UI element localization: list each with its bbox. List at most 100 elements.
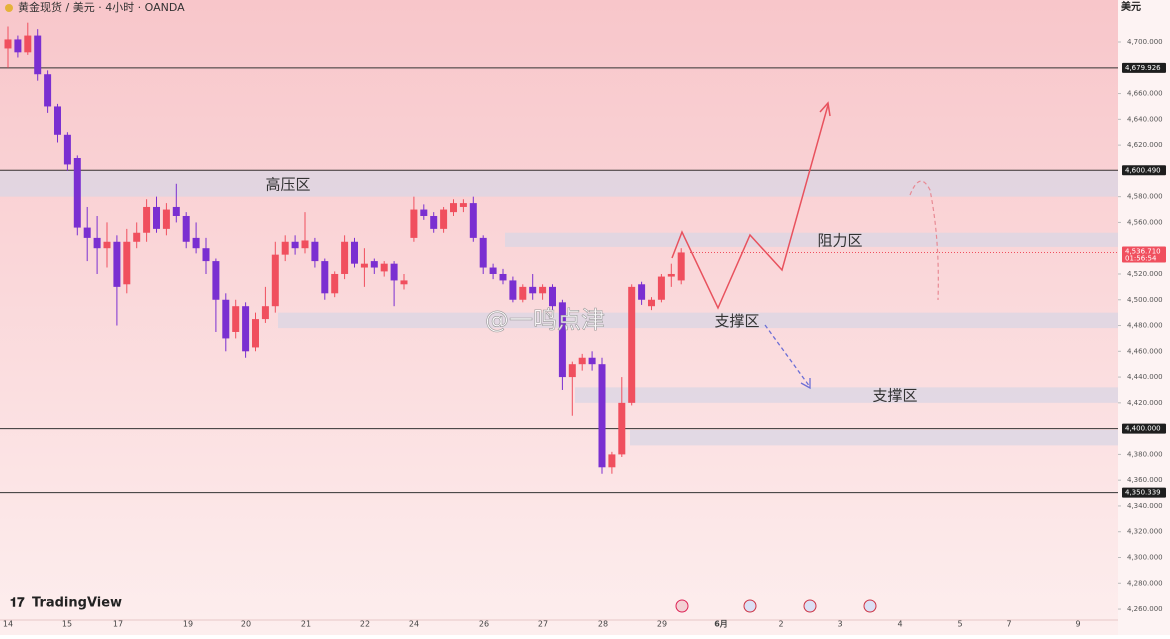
x-tick-label: 27	[538, 620, 548, 629]
candle-body	[24, 35, 32, 53]
candle-body	[459, 203, 467, 207]
candle-body	[261, 306, 269, 320]
x-tick-label: 15	[62, 620, 72, 629]
candle-body	[360, 263, 368, 268]
level-label: 4,679.926	[1125, 64, 1161, 72]
last-price-tag	[1122, 246, 1166, 263]
x-tick-label: 24	[409, 620, 419, 629]
candle-body	[549, 286, 556, 307]
candle-body	[63, 134, 71, 165]
event-icon	[863, 599, 877, 613]
candle-body	[321, 261, 329, 294]
level-tag	[1122, 62, 1166, 73]
candle-body	[281, 241, 289, 255]
candle-body	[529, 286, 537, 294]
y-tick-label: 4,700.000	[1127, 38, 1163, 46]
candle-body	[648, 299, 655, 307]
candle-body	[4, 39, 12, 49]
level-label: 4,600.490	[1125, 166, 1161, 174]
zone	[0, 170, 1118, 197]
candle-body	[271, 254, 279, 307]
candle-body	[400, 280, 408, 285]
candle-body	[162, 209, 170, 229]
candle-body	[242, 306, 250, 352]
zone	[630, 429, 1118, 446]
x-tick-label: 28	[598, 620, 608, 629]
y-tick-label: 4,260.000	[1127, 605, 1163, 613]
candle-body	[677, 252, 685, 281]
candle-body	[291, 241, 299, 249]
candle-body	[479, 237, 487, 268]
candle-body	[14, 39, 22, 53]
x-tick-label: 14	[3, 620, 13, 629]
candle-body	[113, 241, 121, 287]
y-tick-label: 4,340.000	[1127, 502, 1163, 510]
y-tick-label: 4,480.000	[1127, 322, 1163, 330]
y-tick-label: 4,460.000	[1127, 347, 1163, 355]
projection-arrowhead	[819, 101, 831, 117]
level-label: 4,350.339	[1125, 489, 1161, 497]
x-tick-label: 3	[837, 620, 842, 629]
candle-body	[568, 364, 576, 378]
y-tick-label: 4,420.000	[1127, 399, 1163, 407]
countdown: 01:56:54	[1125, 254, 1157, 262]
x-tick-label: 6月	[714, 620, 728, 629]
candle-body	[370, 261, 378, 268]
candle-body	[252, 319, 259, 348]
candle-body	[440, 209, 448, 229]
currency: 美元	[1121, 0, 1141, 13]
candle-body	[202, 248, 210, 262]
y-tick-label: 4,560.000	[1127, 218, 1163, 226]
candle-body	[380, 263, 388, 272]
event-icon	[743, 599, 757, 613]
level-tag	[1122, 165, 1166, 176]
candle-body	[638, 284, 646, 300]
zone	[505, 232, 1118, 247]
candle-body	[667, 273, 675, 277]
chart-title: 黄金现货 / 美元 · 4小时 · OANDA	[18, 0, 185, 14]
candle-body	[212, 261, 220, 300]
candle-body	[598, 364, 606, 468]
symbol-icon	[5, 4, 13, 12]
x-tick-label: 5	[957, 620, 962, 629]
x-tick-label: 19	[183, 620, 193, 629]
candle-body	[143, 206, 151, 233]
candle-body	[311, 241, 319, 262]
candle-body	[222, 299, 230, 339]
x-tick-label: 22	[360, 620, 370, 629]
last-price-label: 4,536.710	[1125, 247, 1161, 255]
event-icon	[803, 599, 817, 613]
candle-body	[54, 106, 61, 135]
down-projection	[764, 324, 811, 388]
price-axis-panel	[1118, 0, 1170, 635]
y-tick-label: 4,500.000	[1127, 296, 1163, 304]
candle-body	[539, 286, 547, 294]
level-tag	[1122, 487, 1166, 498]
candle-body	[73, 157, 81, 228]
y-tick-label: 4,440.000	[1127, 373, 1163, 381]
candle-body	[509, 280, 517, 300]
candle-body	[83, 227, 91, 238]
brand: TradingView	[32, 596, 122, 611]
candle-body	[331, 273, 339, 294]
event-icon	[675, 599, 689, 613]
candle-body	[588, 357, 596, 365]
y-tick-label: 4,580.000	[1127, 193, 1163, 201]
y-tick-label: 4,660.000	[1127, 90, 1163, 98]
zone-label: 支撑区	[872, 387, 917, 405]
candle-body	[351, 241, 358, 264]
candle-body	[232, 306, 240, 332]
candle-body	[123, 241, 131, 285]
candle-body	[172, 206, 180, 216]
down-arrowhead	[800, 378, 811, 390]
candle-body	[519, 286, 527, 300]
candle-body	[44, 74, 52, 107]
candle-body	[153, 206, 160, 229]
y-tick-label: 4,360.000	[1127, 476, 1163, 484]
candle-body	[469, 203, 477, 238]
zone-label: 高压区	[265, 175, 310, 193]
watermark: @一鸣点津	[485, 306, 605, 334]
x-tick-label: 4	[897, 620, 902, 629]
level-tag	[1122, 423, 1166, 434]
